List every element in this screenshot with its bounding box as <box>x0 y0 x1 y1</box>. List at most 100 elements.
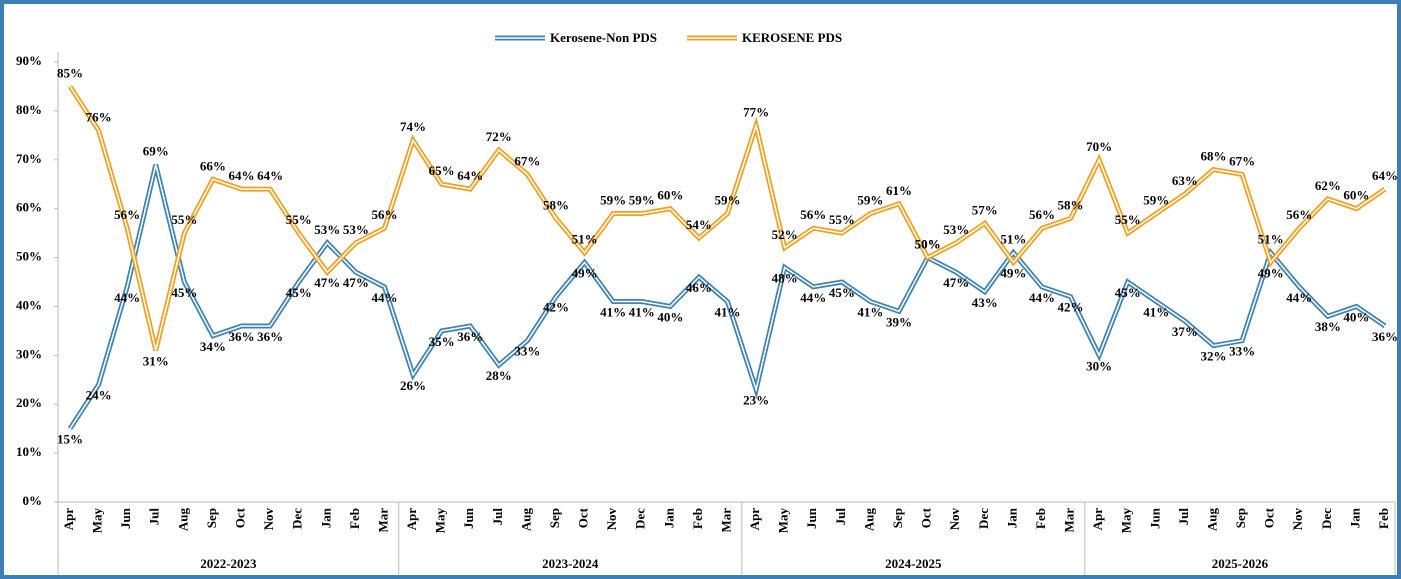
data-label: 74% <box>400 119 426 134</box>
x-tick-label: Jun <box>461 507 476 529</box>
x-tick-label: Feb <box>347 508 362 529</box>
data-label: 53% <box>314 222 340 237</box>
data-label: 37% <box>1172 324 1198 339</box>
data-label: 41% <box>600 305 626 320</box>
data-label: 59% <box>715 193 741 208</box>
y-tick-label: 60% <box>16 200 42 215</box>
data-label: 77% <box>743 105 769 120</box>
data-label: 59% <box>857 193 883 208</box>
group-label: 2022-2023 <box>200 556 257 571</box>
data-label: 49% <box>572 265 598 280</box>
y-tick-label: 70% <box>16 151 42 166</box>
x-tick-label: Aug <box>518 508 533 532</box>
y-tick-label: 20% <box>16 395 42 410</box>
data-label: 55% <box>171 212 197 227</box>
data-label: 65% <box>429 163 455 178</box>
data-label: 35% <box>429 334 455 349</box>
data-label: 54% <box>686 217 712 232</box>
data-label: 56% <box>371 207 397 222</box>
x-tick-label: Feb <box>690 508 705 529</box>
group-label: 2024-2025 <box>885 556 942 571</box>
x-tick-label: May <box>1119 508 1134 534</box>
data-label: 44% <box>800 290 826 305</box>
data-label: 40% <box>1343 309 1369 324</box>
data-label: 45% <box>286 285 312 300</box>
data-label: 64% <box>457 168 483 183</box>
data-label: 47% <box>943 275 969 290</box>
data-label: 66% <box>200 158 226 173</box>
data-label: 41% <box>857 305 883 320</box>
data-label: 58% <box>543 197 569 212</box>
x-tick-label: Jan <box>661 507 676 528</box>
data-label: 46% <box>686 280 712 295</box>
legend-label: KEROSENE PDS <box>742 30 842 45</box>
data-label: 31% <box>143 353 169 368</box>
data-label: 55% <box>829 212 855 227</box>
data-label: 42% <box>1058 300 1084 315</box>
data-label: 59% <box>629 193 655 208</box>
data-label: 26% <box>400 378 426 393</box>
data-label: 45% <box>829 285 855 300</box>
y-tick-label: 50% <box>16 249 42 264</box>
data-label: 64% <box>1372 168 1398 183</box>
data-label: 36% <box>1372 329 1398 344</box>
x-tick-label: Nov <box>604 508 619 531</box>
data-label: 44% <box>1029 290 1055 305</box>
data-label: 62% <box>1315 178 1341 193</box>
series-line-highlight <box>69 86 1386 351</box>
data-label: 59% <box>1143 193 1169 208</box>
data-label: 28% <box>486 368 512 383</box>
data-label: 67% <box>1229 153 1255 168</box>
data-label: 60% <box>1343 188 1369 203</box>
data-label: 67% <box>514 153 540 168</box>
data-label: 30% <box>1086 358 1112 373</box>
data-label: 36% <box>257 329 283 344</box>
x-tick-label: Dec <box>976 508 991 529</box>
x-tick-label: Apr <box>1090 508 1105 531</box>
x-tick-label: May <box>776 508 791 534</box>
x-tick-label: Apr <box>404 508 419 531</box>
x-tick-label: Jun <box>118 507 133 529</box>
y-tick-label: 40% <box>16 297 42 312</box>
data-label: 53% <box>943 222 969 237</box>
data-label: 33% <box>1229 344 1255 359</box>
x-tick-label: Jan <box>1004 507 1019 528</box>
group-label: 2023-2024 <box>542 556 599 571</box>
x-tick-label: May <box>90 508 105 534</box>
data-label: 45% <box>1115 285 1141 300</box>
x-tick-label: Dec <box>633 508 648 529</box>
data-label: 34% <box>200 339 226 354</box>
data-label: 69% <box>143 144 169 159</box>
y-tick-label: 80% <box>16 102 42 117</box>
data-label: 58% <box>1058 197 1084 212</box>
data-label: 49% <box>1258 265 1284 280</box>
x-tick-label: Nov <box>947 508 962 531</box>
x-tick-label: Oct <box>1262 507 1277 528</box>
legend-label: Kerosene-Non PDS <box>550 30 657 45</box>
x-tick-label: Nov <box>261 508 276 531</box>
data-label: 44% <box>114 290 140 305</box>
data-label: 40% <box>657 309 683 324</box>
data-label: 56% <box>1029 207 1055 222</box>
data-label: 39% <box>886 314 912 329</box>
data-label: 68% <box>1200 149 1226 164</box>
data-label: 56% <box>114 207 140 222</box>
data-label: 61% <box>886 183 912 198</box>
data-label: 23% <box>743 393 769 408</box>
data-label: 50% <box>915 237 941 252</box>
data-label: 57% <box>972 202 998 217</box>
data-label: 36% <box>457 329 483 344</box>
x-tick-label: Mar <box>375 508 390 533</box>
x-tick-label: Apr <box>747 508 762 531</box>
data-label: 24% <box>86 388 112 403</box>
data-label: 50% <box>915 237 941 252</box>
y-tick-label: 90% <box>16 53 42 68</box>
x-tick-label: Jan <box>318 507 333 528</box>
data-label: 47% <box>314 275 340 290</box>
data-label: 70% <box>1086 139 1112 154</box>
data-label: 55% <box>286 212 312 227</box>
x-tick-label: Sep <box>1233 508 1248 528</box>
y-tick-label: 0% <box>23 493 43 508</box>
x-tick-label: Nov <box>1290 508 1305 531</box>
